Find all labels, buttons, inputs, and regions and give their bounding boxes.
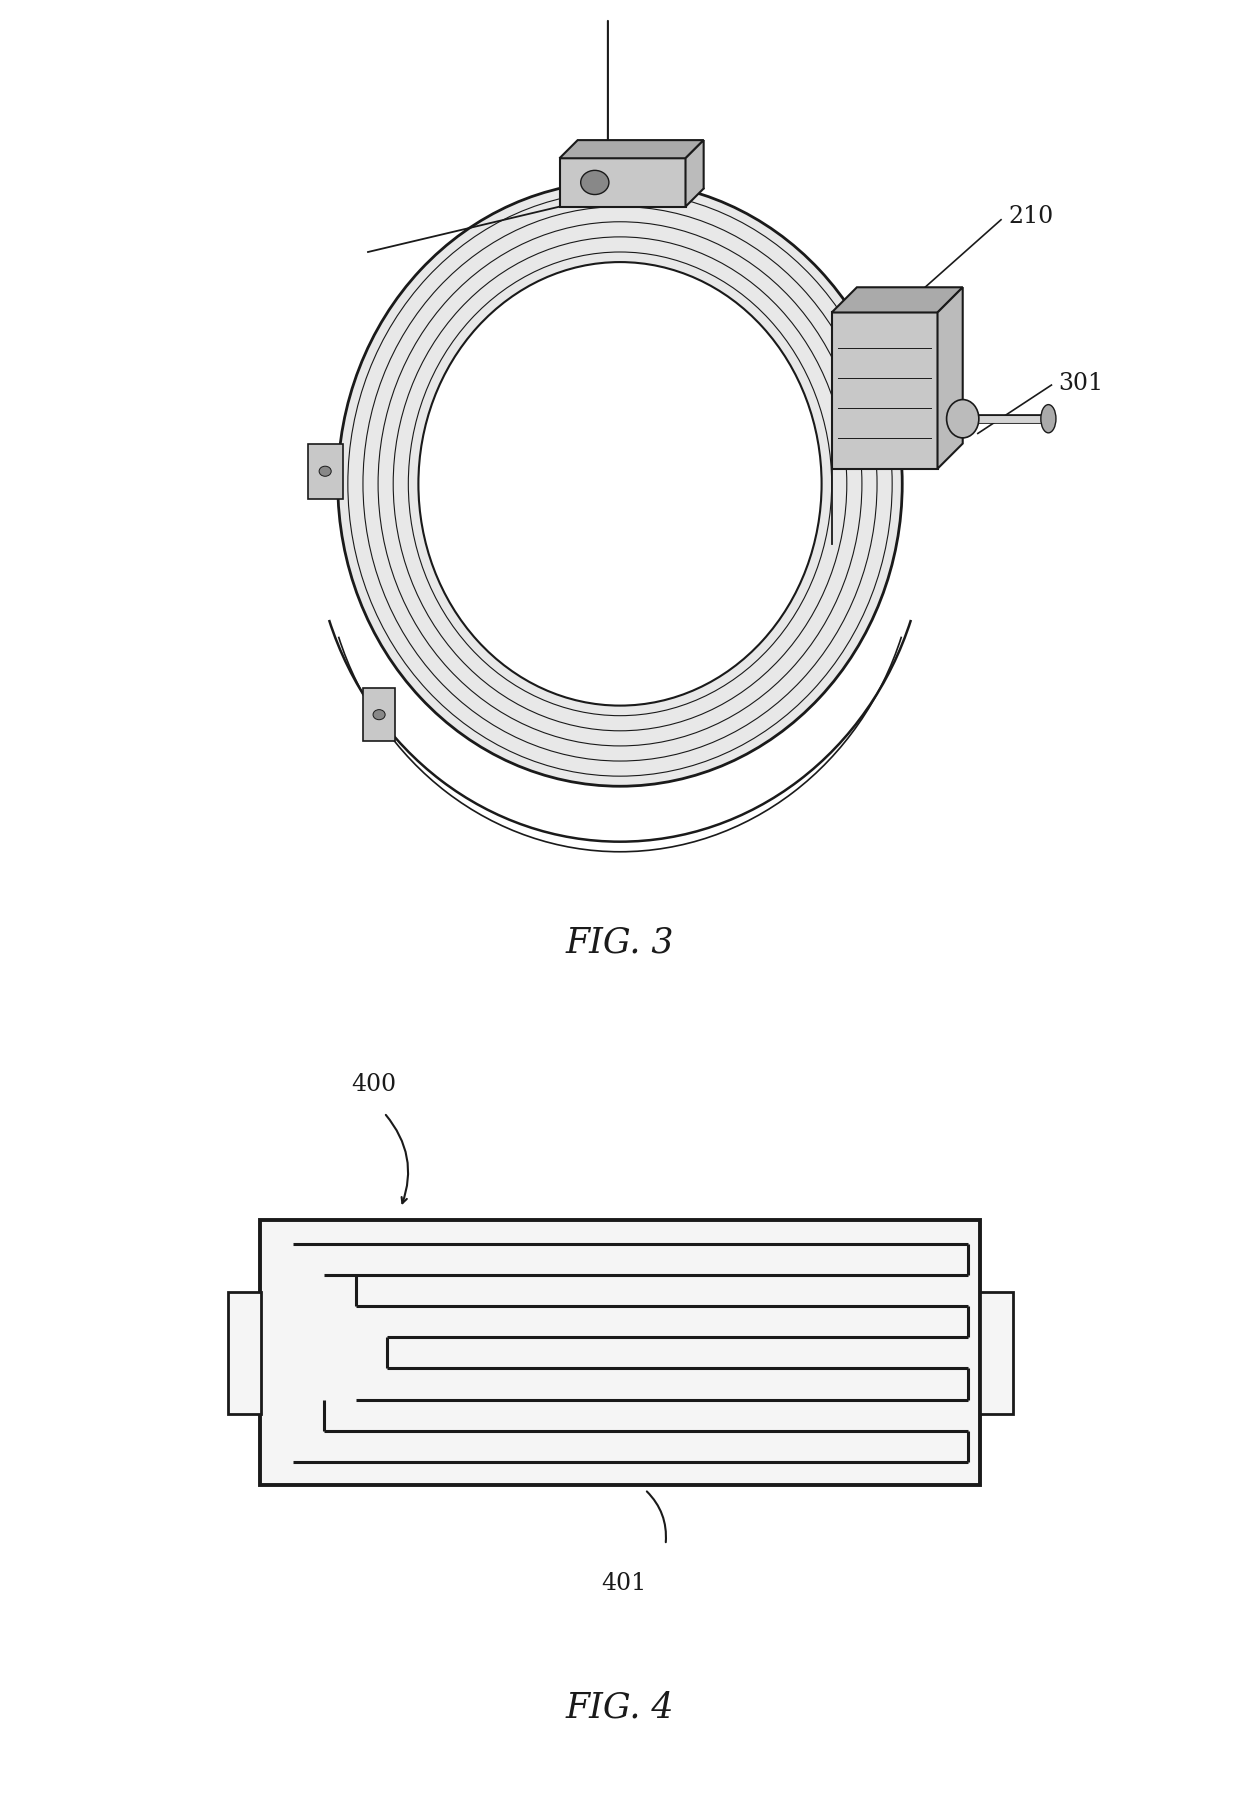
Ellipse shape: [1040, 405, 1056, 432]
Text: 210: 210: [1008, 205, 1053, 229]
Ellipse shape: [337, 182, 903, 787]
Bar: [228, 1292, 262, 1413]
Ellipse shape: [418, 263, 822, 706]
Bar: [260, 1220, 980, 1485]
Text: 301: 301: [1059, 371, 1104, 394]
Text: 401: 401: [601, 1573, 647, 1595]
Ellipse shape: [319, 466, 331, 477]
Text: FIG. 4: FIG. 4: [565, 1690, 675, 1724]
Bar: [980, 1292, 1013, 1413]
Polygon shape: [832, 288, 962, 313]
Ellipse shape: [580, 171, 609, 194]
Polygon shape: [937, 288, 962, 468]
Text: FIG. 3: FIG. 3: [565, 925, 675, 959]
Bar: [832, 313, 937, 468]
Text: 400: 400: [351, 1073, 396, 1096]
Bar: [363, 688, 396, 742]
Ellipse shape: [946, 400, 978, 437]
Bar: [308, 443, 342, 499]
Polygon shape: [686, 140, 703, 207]
Bar: [559, 158, 686, 207]
Polygon shape: [559, 140, 703, 158]
Ellipse shape: [373, 709, 386, 720]
